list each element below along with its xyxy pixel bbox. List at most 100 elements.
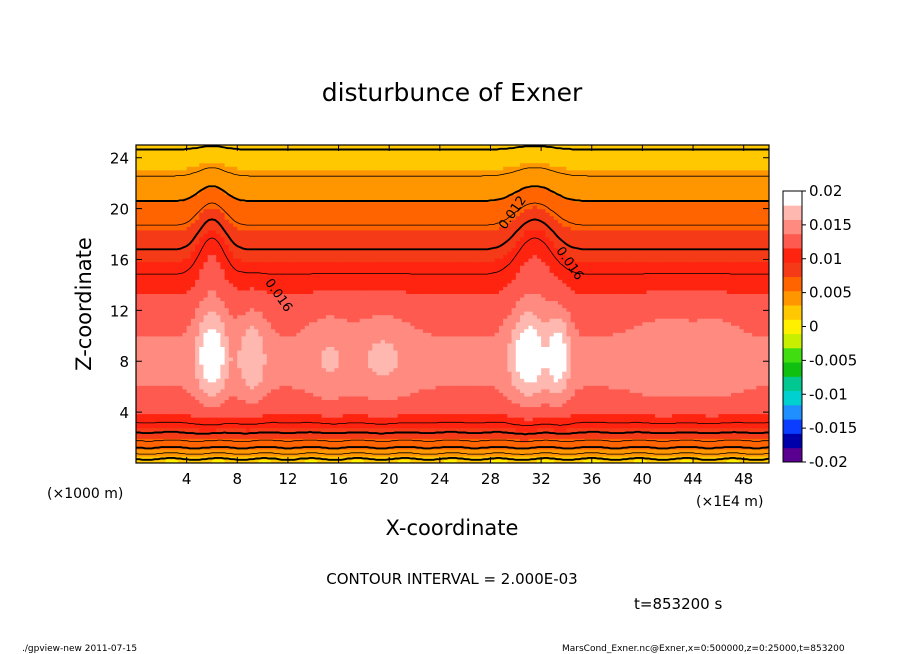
heatmap-cell [355, 219, 361, 224]
heatmap-cell [296, 410, 302, 415]
heatmap-cell [195, 353, 200, 358]
heatmap-cell [347, 410, 352, 415]
heatmap-cell [363, 183, 369, 188]
heatmap-cell [317, 328, 323, 333]
heatmap-cell [266, 162, 272, 167]
heatmap-cell [254, 176, 259, 181]
heatmap-cell [258, 339, 264, 344]
heatmap-cell [254, 364, 259, 369]
heatmap-cell [304, 448, 310, 453]
heatmap-cell [169, 275, 175, 280]
heatmap-cell [190, 145, 196, 150]
heatmap-cell [254, 254, 259, 259]
heatmap-cell [136, 219, 141, 224]
heatmap-cell [368, 342, 373, 347]
heatmap-cell [186, 427, 192, 432]
heatmap-cell [148, 233, 154, 238]
heatmap-cell [275, 388, 281, 393]
heatmap-cell [157, 360, 162, 365]
heatmap-cell [292, 296, 297, 302]
heatmap-cell [207, 254, 213, 259]
heatmap-cell [309, 431, 314, 436]
heatmap-cell [199, 289, 205, 294]
heatmap-cell [140, 180, 146, 185]
heatmap-cell [216, 219, 221, 224]
heatmap-cell [258, 236, 264, 241]
heatmap-cell [220, 321, 226, 326]
heatmap-cell [342, 296, 348, 302]
heatmap-cell [368, 335, 373, 340]
heatmap-cell [262, 176, 268, 181]
heatmap-cell [203, 180, 209, 185]
heatmap-cell [304, 353, 310, 358]
heatmap-cell [136, 279, 141, 284]
heatmap-cell [136, 417, 141, 422]
heatmap-cell [342, 268, 348, 273]
heatmap-cell [347, 311, 352, 316]
heatmap-cell [152, 335, 158, 340]
heatmap-cell [275, 215, 281, 220]
heatmap-cell [359, 162, 365, 167]
heatmap-cell [338, 148, 344, 153]
heatmap-cell [152, 187, 158, 192]
heatmap-cell [216, 371, 221, 376]
heatmap-cell [233, 166, 238, 171]
heatmap-cell [292, 441, 297, 446]
heatmap-cell [304, 410, 310, 415]
heatmap-cell [338, 438, 344, 443]
heatmap-cell [359, 180, 365, 185]
heatmap-cell [287, 434, 293, 439]
heatmap-cell [186, 169, 192, 174]
heatmap-cell [275, 233, 281, 238]
heatmap-cell [347, 243, 352, 249]
heatmap-cell [216, 395, 221, 400]
heatmap-cell [266, 289, 272, 294]
heatmap-cell [254, 272, 259, 277]
heatmap-cell [144, 275, 150, 280]
heatmap-cell [211, 222, 217, 227]
heatmap-cell [182, 307, 188, 312]
heatmap-cell [342, 176, 348, 181]
heatmap-cell [203, 424, 209, 429]
heatmap-cell [216, 180, 221, 185]
heatmap-cell [334, 265, 340, 270]
heatmap-cell [359, 300, 365, 305]
heatmap-cell [207, 275, 213, 280]
heatmap-cell [266, 349, 272, 355]
heatmap-cell [321, 159, 327, 164]
heatmap-cell [262, 183, 268, 188]
heatmap-cell [195, 335, 200, 340]
heatmap-cell [262, 367, 268, 372]
heatmap-cell [262, 215, 268, 220]
heatmap-cell [207, 413, 213, 418]
heatmap-cell [296, 289, 302, 294]
heatmap-cell [249, 459, 255, 463]
heatmap-cell [363, 275, 369, 280]
heatmap-cell [334, 339, 340, 344]
heatmap-cell [136, 229, 141, 234]
heatmap-cell [148, 226, 154, 231]
heatmap-cell [228, 342, 234, 347]
heatmap-cell [254, 194, 259, 199]
heatmap-cell [216, 381, 221, 386]
heatmap-cell [207, 205, 213, 210]
heatmap-cell [368, 406, 373, 411]
heatmap-cell [224, 247, 230, 252]
heatmap-cell [321, 364, 327, 369]
heatmap-cell [148, 236, 154, 241]
heatmap-cell [157, 194, 162, 199]
heatmap-cell [313, 282, 319, 287]
heatmap-cell [359, 311, 365, 316]
heatmap-cell [279, 145, 285, 150]
heatmap-cell [363, 448, 369, 453]
heatmap-cell [287, 357, 293, 362]
heatmap-cell [207, 342, 213, 347]
heatmap-cell [287, 378, 293, 383]
heatmap-cell [254, 215, 259, 220]
heatmap-cell [334, 219, 340, 224]
heatmap-cell [292, 342, 297, 347]
heatmap-cell [182, 374, 188, 379]
heatmap-cell [296, 183, 302, 188]
heatmap-cell [144, 349, 150, 355]
heatmap-cell [262, 282, 268, 287]
